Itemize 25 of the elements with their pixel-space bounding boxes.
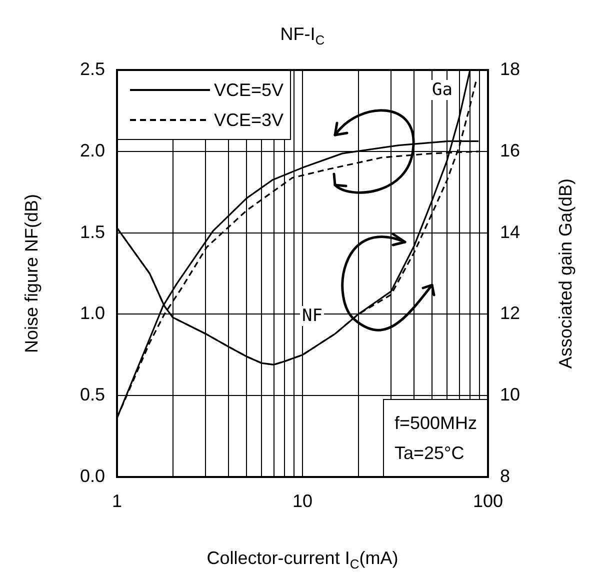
annotation: f=500MHz	[394, 413, 477, 433]
x-tick-label: 100	[472, 490, 504, 511]
chart-title: NF-I$_{C}$	[279, 24, 326, 48]
x-tick-label: 10	[292, 490, 313, 511]
annotation: Ga	[430, 80, 454, 100]
y2-tick-label: 8	[500, 466, 510, 486]
y-tick-label: 0.5	[80, 384, 105, 405]
y2-tick-label: 16	[500, 140, 520, 160]
y-tick-label: 2.0	[80, 140, 105, 160]
legend-label: VCE=3V	[214, 110, 284, 130]
y2-tick-label: 18	[500, 58, 520, 79]
y2-tick-label: 12	[500, 303, 520, 324]
annotation: Ta=25°C	[394, 443, 464, 463]
legend-label: VCE=5V	[214, 80, 284, 100]
y2-axis-title: Associated gain Ga(dB)	[556, 176, 576, 370]
annotation: NF	[300, 306, 324, 326]
y2-tick-label: 14	[500, 222, 520, 242]
y-tick-label: 1.5	[80, 222, 105, 242]
x-tick-label: 1	[112, 490, 122, 511]
y-tick-label: 0.0	[80, 466, 105, 486]
y-axis-title: Noise figure NF(dB)	[22, 192, 42, 355]
x-axis-title: Collector-current I$_{C}$(mA)	[206, 548, 400, 572]
y2-tick-label: 10	[500, 384, 520, 405]
y-tick-label: 1.0	[80, 303, 105, 324]
y-tick-label: 2.5	[80, 58, 105, 79]
